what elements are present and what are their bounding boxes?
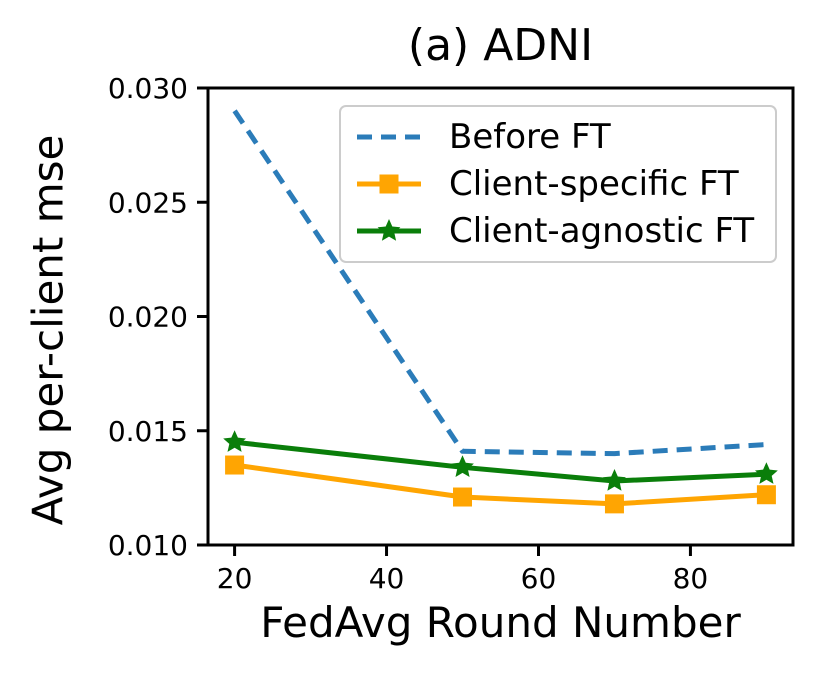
x-tick-label: 80 (673, 562, 709, 595)
x-tick-label: 60 (521, 562, 557, 595)
legend-label-client-agnostic-ft: Client-agnostic FT (449, 211, 755, 252)
legend-item-client-agnostic-ft: Client-agnostic FT (351, 208, 771, 254)
marker-square-client-specific-ft (453, 487, 473, 507)
series-line-client-agnostic-ft (234, 439, 767, 484)
legend-item-client-specific-ft: Client-specific FT (351, 161, 771, 207)
y-tick-label: 0.015 (108, 415, 188, 448)
marker-square-client-specific-ft (756, 485, 776, 505)
legend-label-client-specific-ft: Client-specific FT (449, 163, 739, 204)
legend-marker-square (379, 174, 399, 194)
marker-star-client-agnostic-ft (223, 430, 246, 452)
legend-item-before-ft: Before FT (351, 114, 771, 160)
legend-sample-client-specific-ft (357, 174, 421, 194)
marker-square-client-specific-ft (604, 494, 624, 514)
legend-marker-star (377, 219, 401, 242)
marker-star-client-agnostic-ft (755, 462, 778, 484)
legend-box: Before FT Client-specific FT Client-agnost… (339, 105, 777, 263)
y-tick-label: 0.030 (108, 72, 188, 105)
marker-star-client-agnostic-ft (603, 469, 626, 491)
y-tick-label: 0.025 (108, 186, 188, 219)
legend-sample-client-agnostic-ft (357, 219, 421, 242)
marker-square-client-specific-ft (225, 455, 245, 475)
chart-title: (a) ADNI (407, 20, 594, 71)
x-axis-label: FedAvg Round Number (260, 598, 741, 647)
x-tick-label: 20 (217, 562, 253, 595)
series-line-client-specific-ft (234, 462, 767, 507)
marker-star-client-agnostic-ft (451, 455, 474, 477)
legend-label-before-ft: Before FT (449, 116, 611, 157)
y-tick-label: 0.020 (108, 301, 188, 334)
y-tick-label: 0.010 (108, 529, 188, 562)
x-tick-label: 40 (369, 562, 405, 595)
legend-sample-before-ft (357, 134, 421, 140)
series-line-before-ft (232, 109, 767, 457)
